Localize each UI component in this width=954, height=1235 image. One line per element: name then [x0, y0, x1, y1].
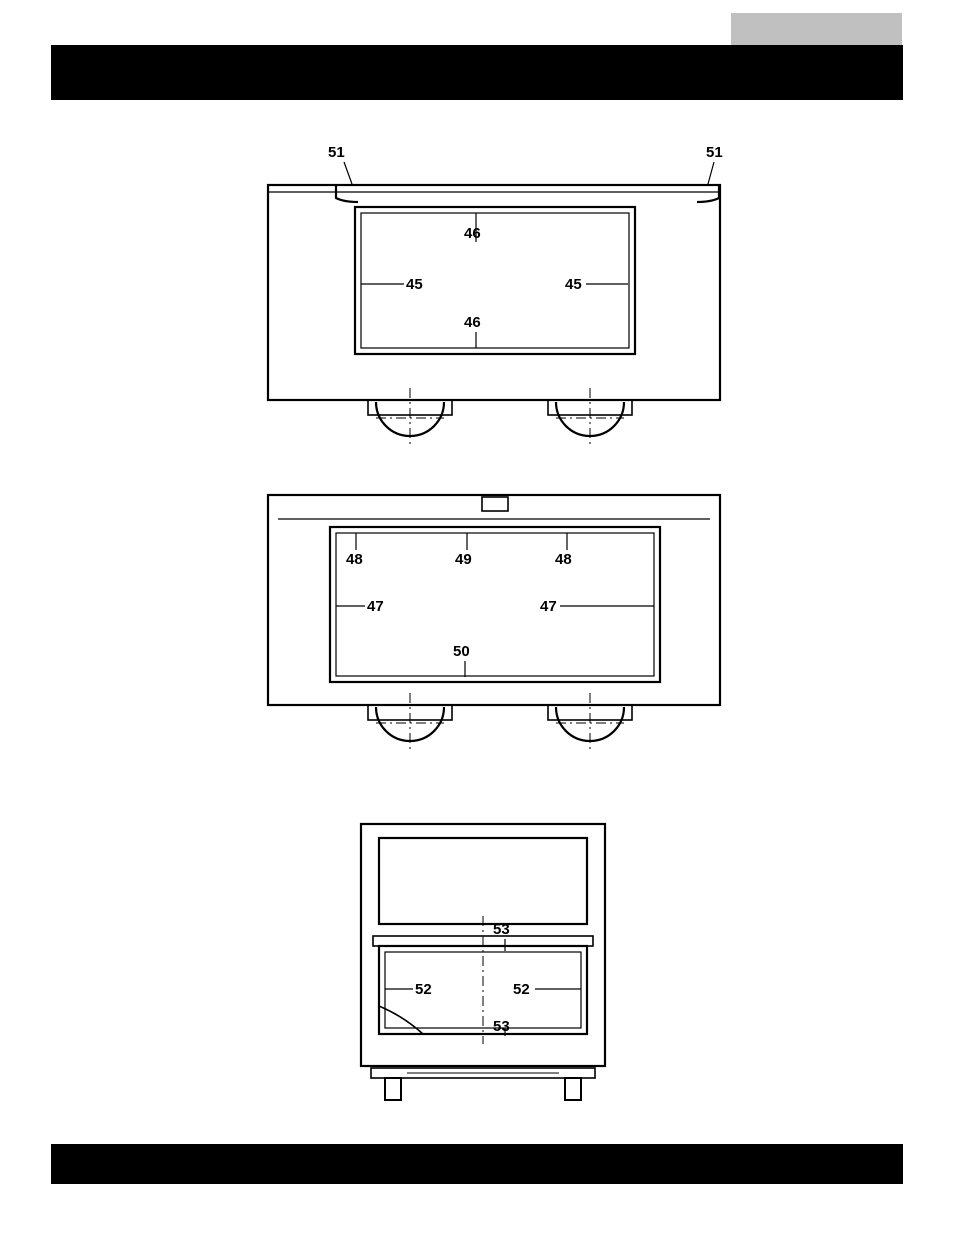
- label-50: 50: [453, 643, 470, 660]
- label-52-left: 52: [415, 981, 432, 998]
- label-47-right: 47: [540, 598, 557, 615]
- footer-black-bar: [51, 1144, 903, 1184]
- label-53-bottom: 53: [493, 1018, 510, 1035]
- label-48-right: 48: [555, 551, 572, 568]
- label-51-right: 51: [706, 144, 723, 161]
- figure-3-svg: [353, 816, 613, 1116]
- label-45-right: 45: [565, 276, 582, 293]
- label-53-top: 53: [493, 921, 510, 938]
- figure-1: 51 51 46 45 45 46: [260, 140, 730, 450]
- label-46-top: 46: [464, 225, 481, 242]
- figure-2-svg: [260, 485, 730, 785]
- header-black-bar: [51, 45, 903, 100]
- label-52-right: 52: [513, 981, 530, 998]
- header-gray-block: [731, 13, 902, 45]
- label-45-left: 45: [406, 276, 423, 293]
- label-48-left: 48: [346, 551, 363, 568]
- label-49: 49: [455, 551, 472, 568]
- figure-3: 53 52 52 53: [353, 816, 613, 1116]
- label-47-left: 47: [367, 598, 384, 615]
- figure-1-svg: [260, 140, 730, 450]
- label-51-left: 51: [328, 144, 345, 161]
- label-46-bottom: 46: [464, 314, 481, 331]
- figure-2: 48 49 48 47 47 50: [260, 485, 730, 785]
